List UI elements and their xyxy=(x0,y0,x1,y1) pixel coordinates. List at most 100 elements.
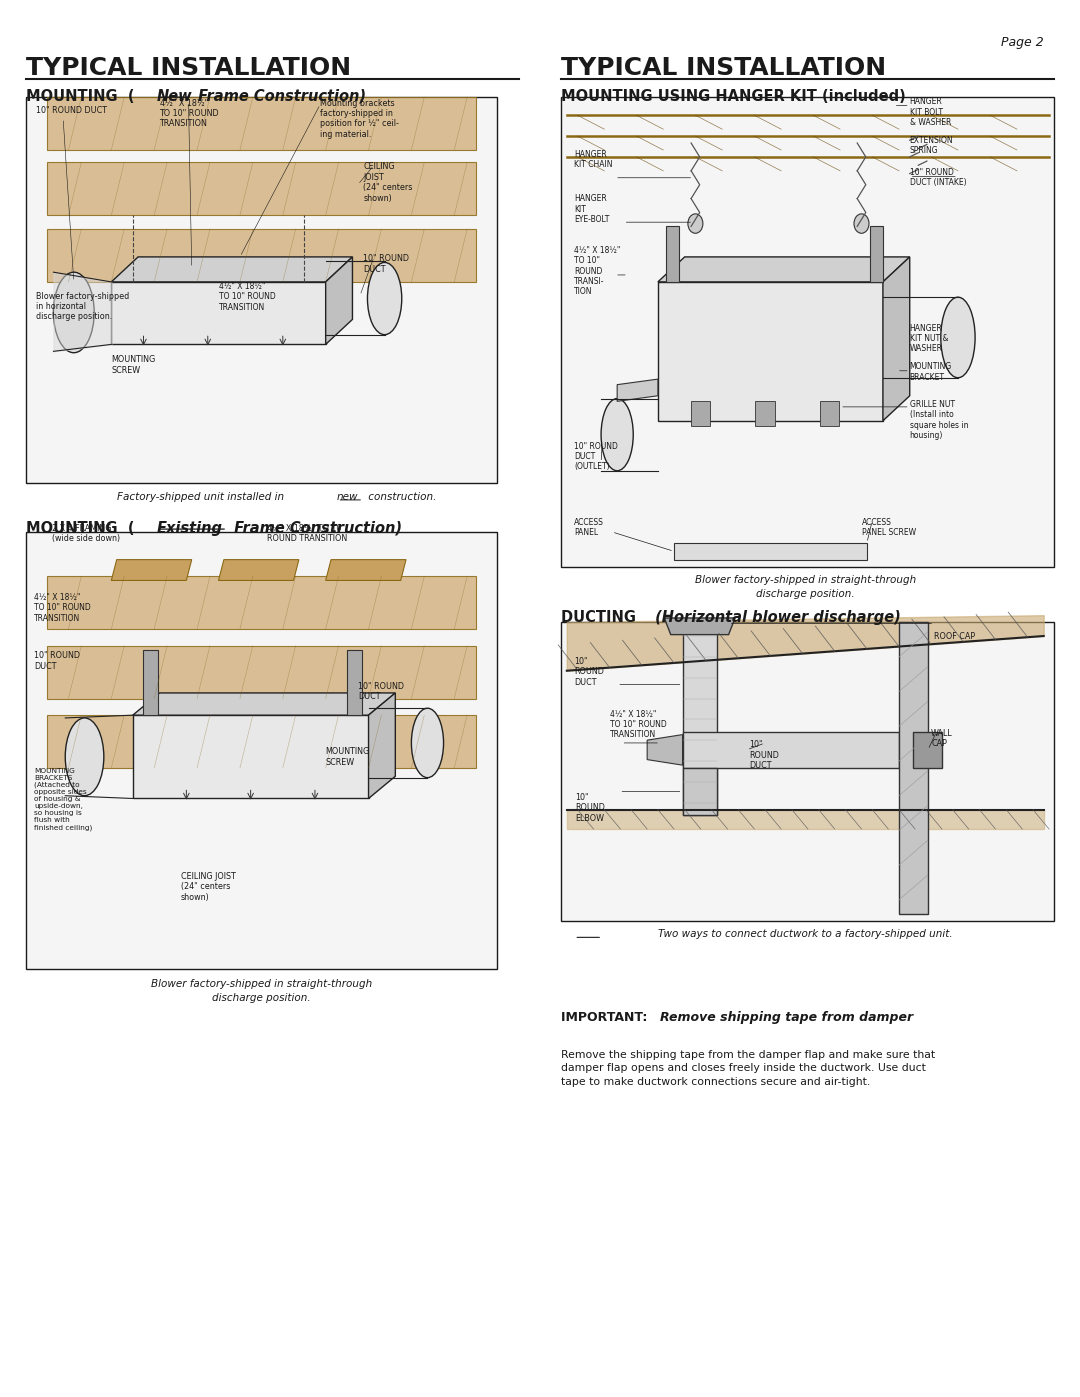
Bar xyxy=(755,401,774,426)
Text: 4½" X 18½"
TO 10" ROUND
TRANSITION: 4½" X 18½" TO 10" ROUND TRANSITION xyxy=(160,99,219,129)
Text: construction.: construction. xyxy=(365,492,436,502)
Text: 10"
ROUND
ELBOW: 10" ROUND ELBOW xyxy=(576,793,605,823)
Polygon shape xyxy=(658,282,883,420)
Polygon shape xyxy=(883,257,909,420)
Polygon shape xyxy=(674,543,867,560)
Polygon shape xyxy=(48,645,475,698)
Text: CEILING
JOIST
(24" centers
shown): CEILING JOIST (24" centers shown) xyxy=(363,162,413,203)
Polygon shape xyxy=(666,226,679,282)
Bar xyxy=(820,401,839,426)
Polygon shape xyxy=(48,98,475,149)
Text: WALL
CAP: WALL CAP xyxy=(931,729,953,749)
Text: Two ways to connect ductwork to a factory-shipped unit.: Two ways to connect ductwork to a factor… xyxy=(659,929,953,939)
Text: MOUNTING
SCREW: MOUNTING SCREW xyxy=(326,747,370,767)
Text: MOUNTING USING HANGER KIT (included): MOUNTING USING HANGER KIT (included) xyxy=(562,89,906,103)
Text: discharge position.: discharge position. xyxy=(756,588,855,599)
Text: ACCESS
PANEL: ACCESS PANEL xyxy=(575,518,604,538)
Text: 10" ROUND DUCT: 10" ROUND DUCT xyxy=(37,106,107,116)
Text: MOUNTING
SCREW: MOUNTING SCREW xyxy=(111,355,156,374)
Text: ACCESS
PANEL SCREW: ACCESS PANEL SCREW xyxy=(862,518,916,538)
Text: 4½" X 18½"
TO 10" ROUND
TRANSITION: 4½" X 18½" TO 10" ROUND TRANSITION xyxy=(218,282,275,312)
Polygon shape xyxy=(111,560,192,581)
Text: EXTENSION
SPRING: EXTENSION SPRING xyxy=(909,136,954,155)
Text: Frame Construction): Frame Construction) xyxy=(229,521,402,536)
Polygon shape xyxy=(683,732,899,768)
Text: 10" ROUND
DUCT: 10" ROUND DUCT xyxy=(363,254,409,274)
FancyBboxPatch shape xyxy=(562,98,1054,567)
Polygon shape xyxy=(658,257,909,282)
Ellipse shape xyxy=(602,398,633,471)
Text: Factory-shipped unit installed in: Factory-shipped unit installed in xyxy=(117,492,287,502)
Text: MOUNTING
BRACKETS
(Attached to
opposite sides
of housing &
upside-down,
so housi: MOUNTING BRACKETS (Attached to opposite … xyxy=(35,768,93,831)
Polygon shape xyxy=(326,257,352,345)
Text: 4½" X 18½"
TO 10" ROUND
TRANSITION: 4½" X 18½" TO 10" ROUND TRANSITION xyxy=(35,592,91,623)
Text: HANGER
KIT NUT &
WASHER: HANGER KIT NUT & WASHER xyxy=(909,324,948,353)
Circle shape xyxy=(854,214,869,233)
Text: DUCTING: DUCTING xyxy=(562,609,647,624)
Polygon shape xyxy=(218,560,299,581)
Ellipse shape xyxy=(65,718,104,796)
Polygon shape xyxy=(133,693,395,715)
Text: 4½" X 18½" TO 10"
ROUND TRANSITION: 4½" X 18½" TO 10" ROUND TRANSITION xyxy=(267,524,347,543)
Text: (Horizontal blower discharge): (Horizontal blower discharge) xyxy=(650,609,901,624)
Text: Blower factory-shipped in straight-through: Blower factory-shipped in straight-throu… xyxy=(696,576,917,585)
Text: 4½" X 18½"
TO 10" ROUND
TRANSITION: 4½" X 18½" TO 10" ROUND TRANSITION xyxy=(609,710,666,739)
Text: 10" ROUND
DUCT: 10" ROUND DUCT xyxy=(35,651,80,671)
Polygon shape xyxy=(48,715,475,768)
Polygon shape xyxy=(683,768,717,814)
Text: IMPORTANT:: IMPORTANT: xyxy=(562,1011,652,1024)
FancyBboxPatch shape xyxy=(26,532,497,970)
Polygon shape xyxy=(870,226,883,282)
Text: New: New xyxy=(157,89,192,103)
Text: Mounting brackets
factory-shipped in
position for ½" ceil-
ing material.: Mounting brackets factory-shipped in pos… xyxy=(321,99,400,138)
Text: HANGER
KIT BOLT
& WASHER: HANGER KIT BOLT & WASHER xyxy=(909,98,951,127)
Text: new: new xyxy=(336,492,357,502)
Polygon shape xyxy=(48,162,475,215)
Text: CEILING JOIST
(24" centers
shown): CEILING JOIST (24" centers shown) xyxy=(181,872,235,902)
Polygon shape xyxy=(144,650,159,715)
Text: Remove the shipping tape from the damper flap and make sure that
damper flap ope: Remove the shipping tape from the damper… xyxy=(562,1049,935,1087)
Ellipse shape xyxy=(367,263,402,335)
Polygon shape xyxy=(111,282,326,345)
Polygon shape xyxy=(133,715,368,799)
Text: Blower factory-shipped in straight-through: Blower factory-shipped in straight-throu… xyxy=(151,979,372,989)
Text: 10" ROUND
DUCT
(OUTLET): 10" ROUND DUCT (OUTLET) xyxy=(575,441,618,471)
FancyBboxPatch shape xyxy=(26,98,497,483)
Text: MOUNTING  (: MOUNTING ( xyxy=(26,89,134,103)
Polygon shape xyxy=(368,693,395,799)
Text: Existing: Existing xyxy=(157,521,222,536)
Text: discharge position.: discharge position. xyxy=(212,993,311,1003)
Bar xyxy=(691,401,711,426)
Circle shape xyxy=(688,214,703,233)
Text: HANGER
KIT
EYE-BOLT: HANGER KIT EYE-BOLT xyxy=(575,194,610,224)
Text: 2 X 4 FRAMING
(wide side down): 2 X 4 FRAMING (wide side down) xyxy=(53,524,121,543)
FancyBboxPatch shape xyxy=(562,622,1054,921)
Text: 4½" X 18½"
TO 10"
ROUND
TRANSI-
TION: 4½" X 18½" TO 10" ROUND TRANSI- TION xyxy=(575,246,621,296)
Polygon shape xyxy=(683,631,717,814)
Ellipse shape xyxy=(411,708,444,778)
Polygon shape xyxy=(664,617,735,634)
Polygon shape xyxy=(48,229,475,282)
Text: MOUNTING  (: MOUNTING ( xyxy=(26,521,134,536)
Text: 10" ROUND
DUCT (INTAKE): 10" ROUND DUCT (INTAKE) xyxy=(909,168,967,187)
Polygon shape xyxy=(347,650,362,715)
Text: TYPICAL INSTALLATION: TYPICAL INSTALLATION xyxy=(26,56,351,80)
Polygon shape xyxy=(617,379,658,401)
Ellipse shape xyxy=(941,298,975,377)
Text: Page 2: Page 2 xyxy=(1001,36,1043,49)
Text: TYPICAL INSTALLATION: TYPICAL INSTALLATION xyxy=(562,56,887,80)
Text: 10"
ROUND
DUCT: 10" ROUND DUCT xyxy=(748,740,779,770)
Text: MOUNTING
BRACKET: MOUNTING BRACKET xyxy=(909,362,951,381)
Polygon shape xyxy=(913,732,942,768)
Text: Remove shipping tape from damper: Remove shipping tape from damper xyxy=(660,1011,914,1024)
Ellipse shape xyxy=(54,272,94,352)
Text: HANGER
KIT CHAIN: HANGER KIT CHAIN xyxy=(575,149,612,169)
Polygon shape xyxy=(647,735,683,766)
Polygon shape xyxy=(899,622,928,914)
Polygon shape xyxy=(48,577,475,629)
Text: Blower factory-shipped
in horizontal
discharge position.: Blower factory-shipped in horizontal dis… xyxy=(37,292,130,321)
Polygon shape xyxy=(111,257,352,282)
Text: ROOF CAP: ROOF CAP xyxy=(934,631,975,641)
Polygon shape xyxy=(326,560,406,581)
Text: 10" ROUND
DUCT: 10" ROUND DUCT xyxy=(357,682,404,701)
